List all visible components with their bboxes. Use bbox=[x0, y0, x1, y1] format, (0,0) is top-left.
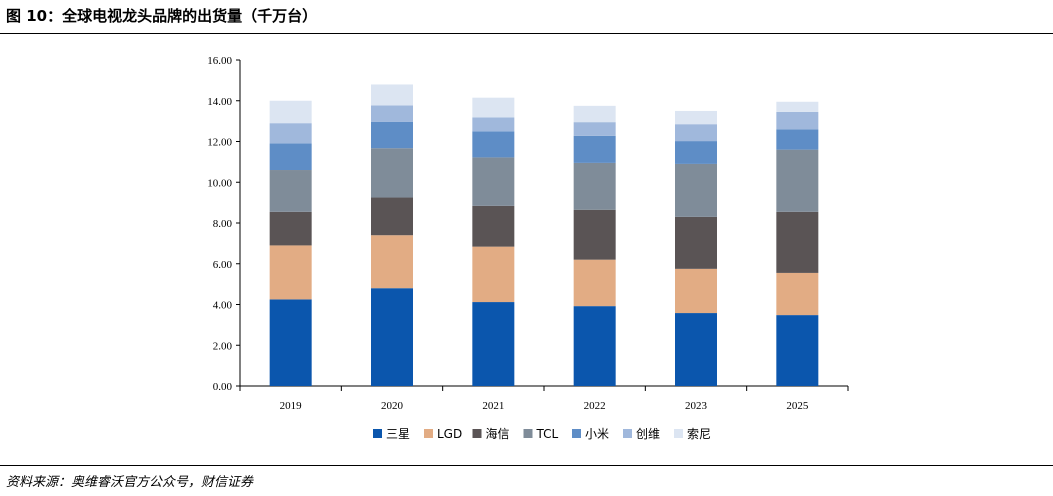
bar-segment bbox=[472, 97, 515, 118]
legend: 三星 LGD 海信 TCL 小米 创维 索尼 bbox=[373, 426, 711, 441]
top-rule bbox=[0, 33, 1053, 34]
bar-segment bbox=[573, 105, 616, 123]
legend-label: 海信 bbox=[486, 426, 510, 441]
x-tick-label: 2023 bbox=[685, 400, 708, 412]
bar-segment bbox=[269, 143, 312, 171]
bar-segment bbox=[269, 245, 312, 300]
legend-swatch bbox=[572, 429, 581, 438]
bar-segment bbox=[371, 84, 413, 106]
legend-swatch bbox=[472, 429, 482, 438]
bar-segment bbox=[776, 211, 819, 273]
bar-segment bbox=[472, 131, 515, 158]
y-tick-label: 16.00 bbox=[207, 55, 232, 67]
bar-segment bbox=[371, 121, 413, 149]
y-tick-label: 4.00 bbox=[213, 300, 233, 312]
bar-segment bbox=[371, 288, 413, 386]
bar-segment bbox=[675, 141, 717, 164]
bar-segment bbox=[573, 306, 616, 386]
bar-segment bbox=[776, 101, 819, 112]
bar-segment bbox=[675, 268, 717, 314]
bar-segment bbox=[675, 163, 717, 217]
bar-layer bbox=[269, 84, 819, 386]
bar-segment bbox=[776, 149, 819, 212]
y-tick-label: 14.00 bbox=[207, 96, 232, 108]
bar-segment bbox=[371, 235, 413, 289]
bar-segment bbox=[573, 122, 616, 136]
y-tick-label: 8.00 bbox=[213, 218, 233, 230]
source-note: 资料来源：奥维睿沃官方公众号，财信证券 bbox=[6, 475, 254, 490]
bar-segment bbox=[472, 302, 515, 386]
x-tick-label: 2020 bbox=[381, 400, 404, 412]
bar-segment bbox=[269, 211, 312, 246]
bar-segment bbox=[269, 100, 312, 124]
legend-label: 小米 bbox=[585, 427, 609, 441]
bar-segment bbox=[269, 299, 312, 386]
legend-swatch bbox=[523, 429, 533, 438]
legend-swatch bbox=[424, 429, 433, 438]
bar-segment bbox=[675, 110, 717, 125]
bar-segment bbox=[776, 111, 819, 130]
y-tick-label: 6.00 bbox=[213, 259, 233, 271]
bar-segment bbox=[776, 129, 819, 150]
legend-label: 三星 bbox=[386, 427, 410, 441]
bar-segment bbox=[269, 123, 312, 144]
legend-swatch bbox=[623, 429, 632, 438]
axis-layer: 0.00 2.00 4.00 6.00 8.00 10.00 12.00 14.00 16.00… bbox=[207, 55, 849, 412]
legend-label: 创维 bbox=[636, 427, 660, 441]
bar-segment bbox=[776, 315, 819, 386]
bar-segment bbox=[269, 170, 312, 212]
bar-segment bbox=[573, 209, 616, 260]
bar-segment bbox=[472, 157, 515, 206]
bar-segment bbox=[472, 205, 515, 247]
bar-segment bbox=[776, 272, 819, 316]
figure-title: 图 10：全球电视龙头品牌的出货量（千万台） bbox=[6, 7, 318, 25]
legend-label: 索尼 bbox=[687, 427, 711, 441]
y-tick-label: 2.00 bbox=[213, 340, 233, 352]
bar-segment bbox=[371, 148, 413, 198]
bar-segment bbox=[675, 313, 717, 386]
legend-swatch bbox=[674, 429, 683, 438]
legend-label: TCL bbox=[536, 427, 559, 441]
x-tick-label: 2021 bbox=[482, 400, 504, 412]
bar-segment bbox=[472, 246, 515, 303]
x-tick-label: 2022 bbox=[584, 400, 606, 412]
x-tick-label: 2019 bbox=[280, 400, 303, 412]
bar-segment bbox=[573, 162, 616, 210]
stacked-bar-chart: 0.00 2.00 4.00 6.00 8.00 10.00 12.00 14.00 16.00… bbox=[207, 55, 849, 441]
bar-segment bbox=[371, 197, 413, 236]
bottom-rule bbox=[0, 465, 1053, 466]
bar-segment bbox=[675, 216, 717, 269]
bar-segment bbox=[675, 124, 717, 142]
y-tick-label: 0.00 bbox=[213, 381, 233, 393]
bar-segment bbox=[371, 105, 413, 122]
legend-label: LGD bbox=[437, 427, 462, 441]
bar-segment bbox=[573, 135, 616, 163]
y-tick-label: 12.00 bbox=[207, 137, 232, 149]
x-tick-label: 2025 bbox=[786, 400, 809, 412]
legend-swatch bbox=[373, 429, 382, 438]
bar-segment bbox=[573, 259, 616, 307]
y-tick-label: 10.00 bbox=[207, 177, 232, 189]
bar-segment bbox=[472, 117, 515, 132]
